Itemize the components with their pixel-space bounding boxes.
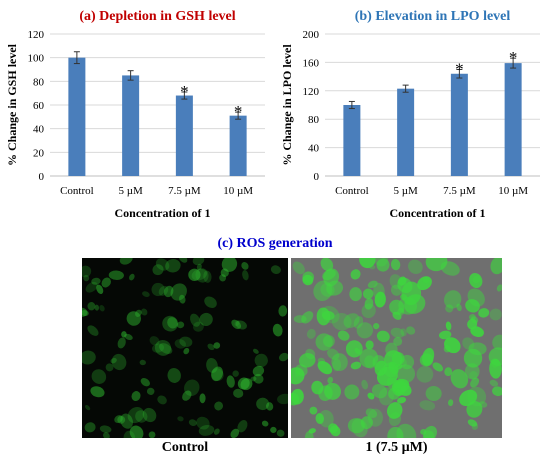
y-axis-label: % Change in LPO level [280,44,294,166]
y-tick-label: 20 [33,147,45,159]
y-tick-label: 0 [314,171,320,183]
bar [343,105,361,176]
x-tick-label: 7.5 µM [443,185,476,197]
ros-panel-title: (c) ROS generation [217,236,333,251]
x-tick-label: Control [60,185,94,197]
significance-marker: * [234,102,243,121]
y-tick-label: 80 [33,76,45,88]
bar [175,95,193,176]
x-axis-label: Concentration of 1 [390,206,486,220]
y-tick-label: 200 [303,29,320,41]
gsh-chart: (a) Depletion in GSH level 0 20 40 60 80 100 12… [5,9,265,220]
x-tick-label: 7.5 µM [168,185,201,197]
bar [397,88,415,176]
control-micrograph [82,258,288,438]
bar [122,75,140,176]
significance-marker: * [509,48,518,67]
error-bar [127,70,134,81]
x-tick-label: 5 µM [393,185,418,197]
x-axis-label: Concentration of 1 [115,206,211,220]
treated-micrograph-image [291,258,502,438]
y-tick-label: 160 [303,57,320,69]
error-bar [348,100,355,110]
bar [504,63,522,176]
cell-cluster [291,258,502,438]
significance-marker: * [180,82,189,101]
control-micrograph-image [82,258,288,438]
y-tick-label: 100 [28,53,45,65]
error-bar [181,91,188,100]
treated-micrograph [291,258,502,438]
y-axis-label: % Change in GSH level [5,43,19,166]
treated-caption: 1 (7.5 µM) [365,440,428,455]
y-tick-label: 80 [308,114,320,126]
y-tick-label: 120 [28,29,45,41]
chart-title: (b) Elevation in LPO level [355,9,511,24]
cell-cluster [82,258,288,438]
chart-title: (a) Depletion in GSH level [79,9,235,24]
y-tick-label: 40 [33,124,45,136]
bar [229,115,247,176]
y-tick-label: 120 [303,86,320,98]
bar [68,57,86,176]
y-tick-label: 0 [39,171,45,183]
error-bar [456,69,463,79]
error-bar [510,57,517,69]
error-bar [235,111,242,120]
x-tick-label: 10 µM [223,185,253,197]
lpo-chart: (b) Elevation in LPO level 0 40 80 120 160 200… [280,9,540,220]
x-tick-label: 5 µM [118,185,143,197]
control-caption: Control [161,440,209,455]
x-tick-label: 10 µM [498,185,528,197]
error-bar [402,84,409,93]
bar [450,73,468,176]
x-tick-label: Control [335,185,369,197]
significance-marker: * [455,60,464,79]
micrograph-background [82,258,288,438]
error-bar [73,51,80,65]
y-tick-label: 40 [308,143,320,155]
y-tick-label: 60 [33,100,45,112]
